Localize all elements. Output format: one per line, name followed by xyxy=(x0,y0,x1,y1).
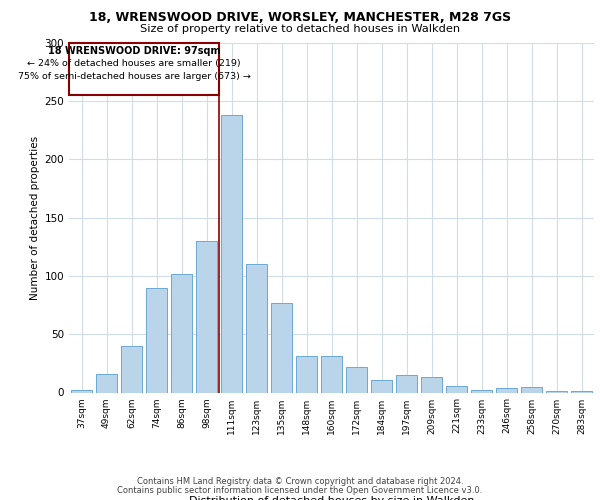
Bar xyxy=(421,378,442,392)
Bar xyxy=(446,386,467,392)
Text: Size of property relative to detached houses in Walkden: Size of property relative to detached ho… xyxy=(140,24,460,34)
Bar xyxy=(471,390,492,392)
Y-axis label: Number of detached properties: Number of detached properties xyxy=(30,136,40,300)
Bar xyxy=(246,264,267,392)
Bar xyxy=(196,241,217,392)
Bar xyxy=(396,375,417,392)
Bar xyxy=(496,388,517,392)
Bar xyxy=(171,274,192,392)
Bar xyxy=(221,115,242,392)
FancyBboxPatch shape xyxy=(69,42,219,95)
Bar xyxy=(321,356,342,392)
Bar xyxy=(346,367,367,392)
Text: 75% of semi-detached houses are larger (673) →: 75% of semi-detached houses are larger (… xyxy=(17,72,250,80)
Text: ← 24% of detached houses are smaller (219): ← 24% of detached houses are smaller (21… xyxy=(27,59,241,68)
Bar xyxy=(521,386,542,392)
Bar xyxy=(371,380,392,392)
Bar xyxy=(121,346,142,393)
Text: Contains public sector information licensed under the Open Government Licence v3: Contains public sector information licen… xyxy=(118,486,482,495)
Bar xyxy=(71,390,92,392)
Bar xyxy=(271,302,292,392)
Text: 18, WRENSWOOD DRIVE, WORSLEY, MANCHESTER, M28 7GS: 18, WRENSWOOD DRIVE, WORSLEY, MANCHESTER… xyxy=(89,11,511,24)
Bar xyxy=(296,356,317,392)
Bar xyxy=(96,374,117,392)
X-axis label: Distribution of detached houses by size in Walkden: Distribution of detached houses by size … xyxy=(189,496,474,500)
Text: 18 WRENSWOOD DRIVE: 97sqm: 18 WRENSWOOD DRIVE: 97sqm xyxy=(48,46,220,56)
Bar xyxy=(146,288,167,393)
Text: Contains HM Land Registry data © Crown copyright and database right 2024.: Contains HM Land Registry data © Crown c… xyxy=(137,477,463,486)
